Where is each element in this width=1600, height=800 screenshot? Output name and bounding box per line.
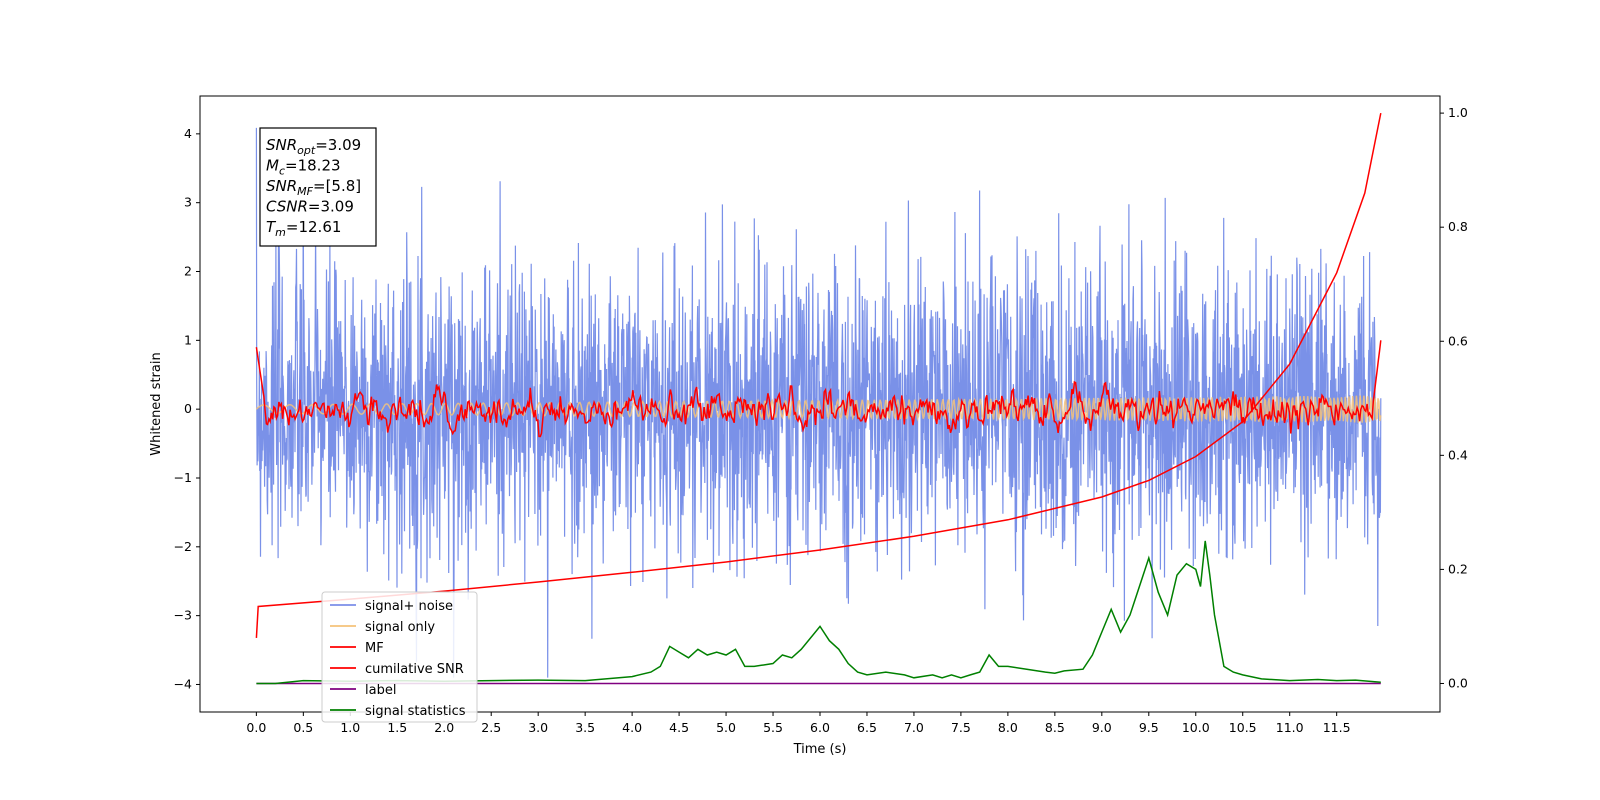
x-tick-label: 9.0 (1092, 720, 1112, 735)
x-tick-label: 4.0 (622, 720, 642, 735)
x-tick-label: 5.5 (763, 720, 783, 735)
x-tick-label: 8.5 (1045, 720, 1065, 735)
legend-label: signal+ noise (365, 599, 453, 614)
y-tick-label: −1 (174, 470, 192, 485)
legend-label: cumilative SNR (365, 662, 464, 677)
y-tick-label: −2 (174, 539, 192, 554)
series-mf-line (255, 340, 1382, 438)
x-tick-label: 3.5 (575, 720, 595, 735)
info-line: CSNR=3.09 (266, 198, 354, 216)
y-tick-label: −3 (174, 608, 192, 623)
y2-tick-label: 0.8 (1448, 219, 1468, 234)
x-tick-label: 2.0 (434, 720, 454, 735)
x-tick-label: 0.0 (246, 720, 266, 735)
x-tick-label: 10.0 (1182, 720, 1210, 735)
x-tick-label: 0.5 (293, 720, 313, 735)
series-signal-only-line (255, 395, 1382, 423)
y-tick-label: −4 (174, 676, 192, 691)
axes-layer: 0.0 0.5 1.0 1.5 2.0 2.5 3.0 3.5 4.0 4.5 5.0 5.5 6.0 6… (174, 105, 1468, 735)
y-tick-label: 2 (184, 264, 192, 279)
info-box-frame (259, 127, 377, 247)
x-tick-label: 3.0 (528, 720, 548, 735)
x-axis-label: Time (s) (793, 742, 847, 757)
y-tick-label: 0 (184, 401, 192, 416)
y2-tick-label: 0.0 (1448, 675, 1468, 690)
x-tick-label: 9.5 (1139, 720, 1159, 735)
y2-tick-label: 0.6 (1448, 333, 1468, 348)
legend-label: signal statistics (365, 704, 466, 719)
legend-label: label (365, 683, 396, 698)
x-tick-label: 6.0 (810, 720, 830, 735)
legend-frame (321, 591, 478, 723)
x-tick-label: 1.0 (340, 720, 360, 735)
legend: signal+ noise signal only MF cumilative SNR… (321, 591, 478, 723)
x-tick-label: 1.5 (387, 720, 407, 735)
x-tick-label: 7.5 (951, 720, 971, 735)
info-line: Mc=18.23 (266, 157, 341, 178)
info-line: Tm=12.61 (266, 218, 341, 239)
info-line: SNRMF=[5.8] (266, 177, 361, 198)
x-tick-label: 11.5 (1323, 720, 1351, 735)
x-tick-label: 11.0 (1276, 720, 1304, 735)
y-tick-label: 1 (184, 332, 192, 347)
x-tick-label: 10.5 (1229, 720, 1257, 735)
x-tick-label: 6.5 (857, 720, 877, 735)
series-signal-statistics-line (256, 540, 1381, 685)
y-axis-label: Whitened strain (149, 352, 164, 455)
y2-tick-label: 0.4 (1448, 447, 1468, 462)
x-tick-label: 8.0 (998, 720, 1018, 735)
y-tick-label: 4 (184, 126, 192, 141)
y2-tick-label: 1.0 (1448, 105, 1468, 120)
info-line: SNRopt=3.09 (266, 136, 361, 157)
x-tick-label: 4.5 (669, 720, 689, 735)
y2-tick-label: 0.2 (1448, 561, 1468, 576)
legend-label: signal only (365, 620, 435, 635)
x-tick-label: 2.5 (481, 720, 501, 735)
series-signal-noise-line (255, 127, 1382, 678)
y-tick-label: 3 (184, 195, 192, 210)
x-tick-label: 5.0 (716, 720, 736, 735)
x-tick-label: 7.0 (904, 720, 924, 735)
legend-label: MF (365, 641, 384, 656)
